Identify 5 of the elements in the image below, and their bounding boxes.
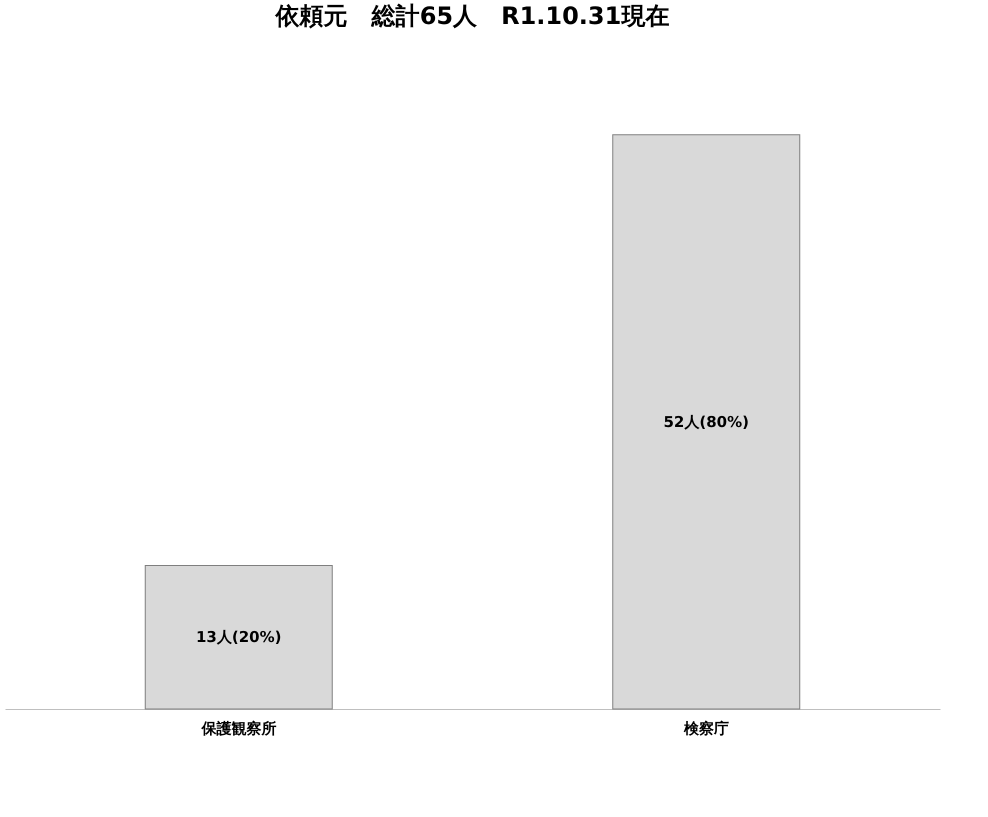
chart-title: 依頼元 総計65人 R1.10.31現在	[274, 2, 670, 30]
x-tick-label: 検察庁	[682, 720, 729, 738]
x-tick-label: 保護観察所	[200, 720, 276, 738]
data-label: 13人(20%)	[196, 628, 282, 646]
data-label: 52人(80%)	[664, 412, 749, 431]
